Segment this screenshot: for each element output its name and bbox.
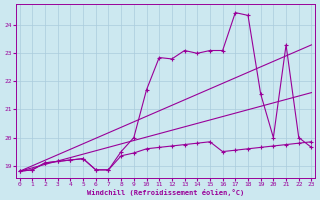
X-axis label: Windchill (Refroidissement éolien,°C): Windchill (Refroidissement éolien,°C) (87, 189, 244, 196)
